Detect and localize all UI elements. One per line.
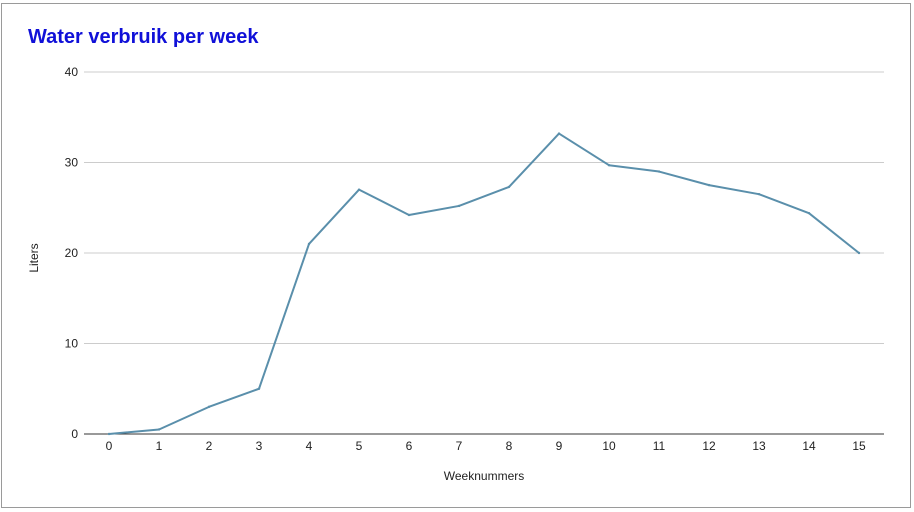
y-tick-label: 10: [65, 337, 79, 351]
x-tick-label: 6: [406, 439, 413, 453]
series-line: [108, 132, 860, 435]
x-tick-label: 13: [752, 439, 766, 453]
chart-frame: [1, 3, 911, 508]
data-point: [857, 251, 861, 255]
data-point: [407, 213, 411, 217]
data-point: [607, 164, 611, 167]
x-tick-label: 12: [702, 439, 716, 453]
data-point: [507, 185, 511, 189]
x-tick-label: 1: [156, 439, 163, 453]
y-tick-label: 30: [65, 156, 79, 170]
x-tick-label: 0: [106, 439, 113, 453]
x-tick-label: 3: [256, 439, 263, 453]
data-point: [807, 211, 811, 215]
y-tick-label: 40: [65, 65, 79, 79]
x-tick-label: 14: [802, 439, 816, 453]
y-tick-label: 0: [71, 427, 78, 441]
x-tick-label: 2: [206, 439, 213, 453]
series-layer: [107, 132, 861, 436]
y-tick-label: 20: [65, 246, 79, 260]
data-point: [757, 192, 761, 196]
data-point: [157, 428, 161, 431]
x-tick-label: 15: [852, 439, 866, 453]
x-tick-label: 8: [506, 439, 513, 453]
data-point: [357, 188, 361, 191]
chart-title: Water verbruik per week: [28, 26, 259, 48]
x-tick-label: 4: [306, 439, 313, 453]
x-tick-label: 7: [456, 439, 463, 453]
data-point: [257, 387, 261, 390]
data-point: [457, 204, 461, 208]
x-tick-label: 10: [602, 439, 616, 453]
y-axis-label: Liters: [27, 243, 41, 272]
x-tick-label: 9: [556, 439, 563, 453]
data-point: [307, 242, 311, 246]
x-axis-label: Weeknummers: [444, 469, 524, 483]
x-tick-label: 11: [653, 439, 666, 453]
data-point: [557, 132, 561, 135]
x-tick-label: 5: [356, 439, 363, 453]
data-point: [657, 170, 661, 173]
data-point: [707, 183, 711, 187]
data-point: [207, 405, 211, 409]
grid-lines: [84, 71, 884, 344]
data-point: [107, 432, 111, 436]
